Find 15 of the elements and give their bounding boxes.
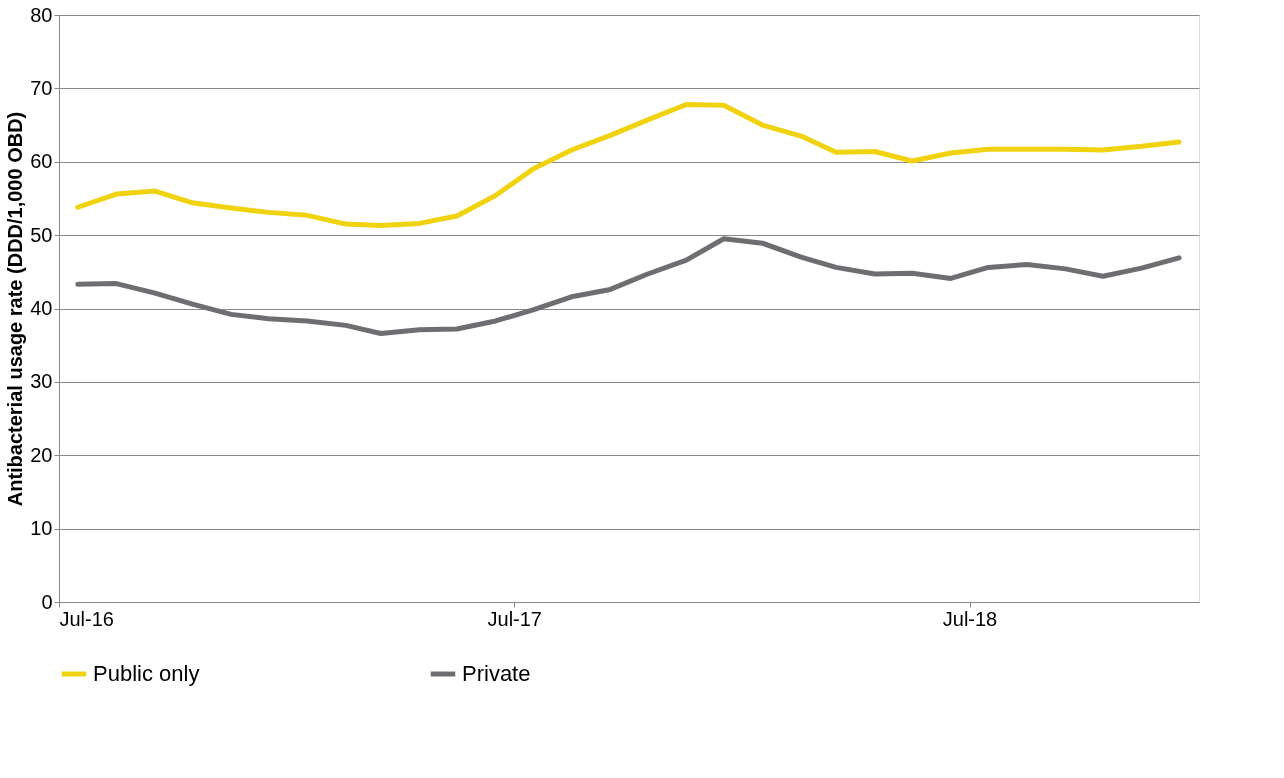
y-tick-label: 60 bbox=[30, 150, 53, 173]
y-tick-label: 40 bbox=[30, 297, 53, 319]
legend-label: Public only bbox=[93, 661, 200, 686]
y-tick-label: 50 bbox=[30, 223, 53, 246]
x-tick-label: Jul-18 bbox=[942, 607, 998, 630]
legend-label: Private bbox=[462, 661, 531, 686]
y-tick-label: 0 bbox=[41, 590, 53, 613]
y-axis-title: Antibacterial usage rate (DDD/1,000 OBD) bbox=[4, 111, 27, 507]
y-tick-label: 80 bbox=[30, 3, 53, 26]
y-tick-label: 30 bbox=[30, 370, 53, 393]
y-tick-label: 20 bbox=[30, 443, 53, 466]
x-tick-label: Jul-17 bbox=[487, 607, 542, 630]
y-tick-label: 10 bbox=[30, 517, 53, 540]
x-tick-label: Jul-16 bbox=[59, 607, 114, 630]
y-tick-label: 70 bbox=[30, 76, 53, 99]
